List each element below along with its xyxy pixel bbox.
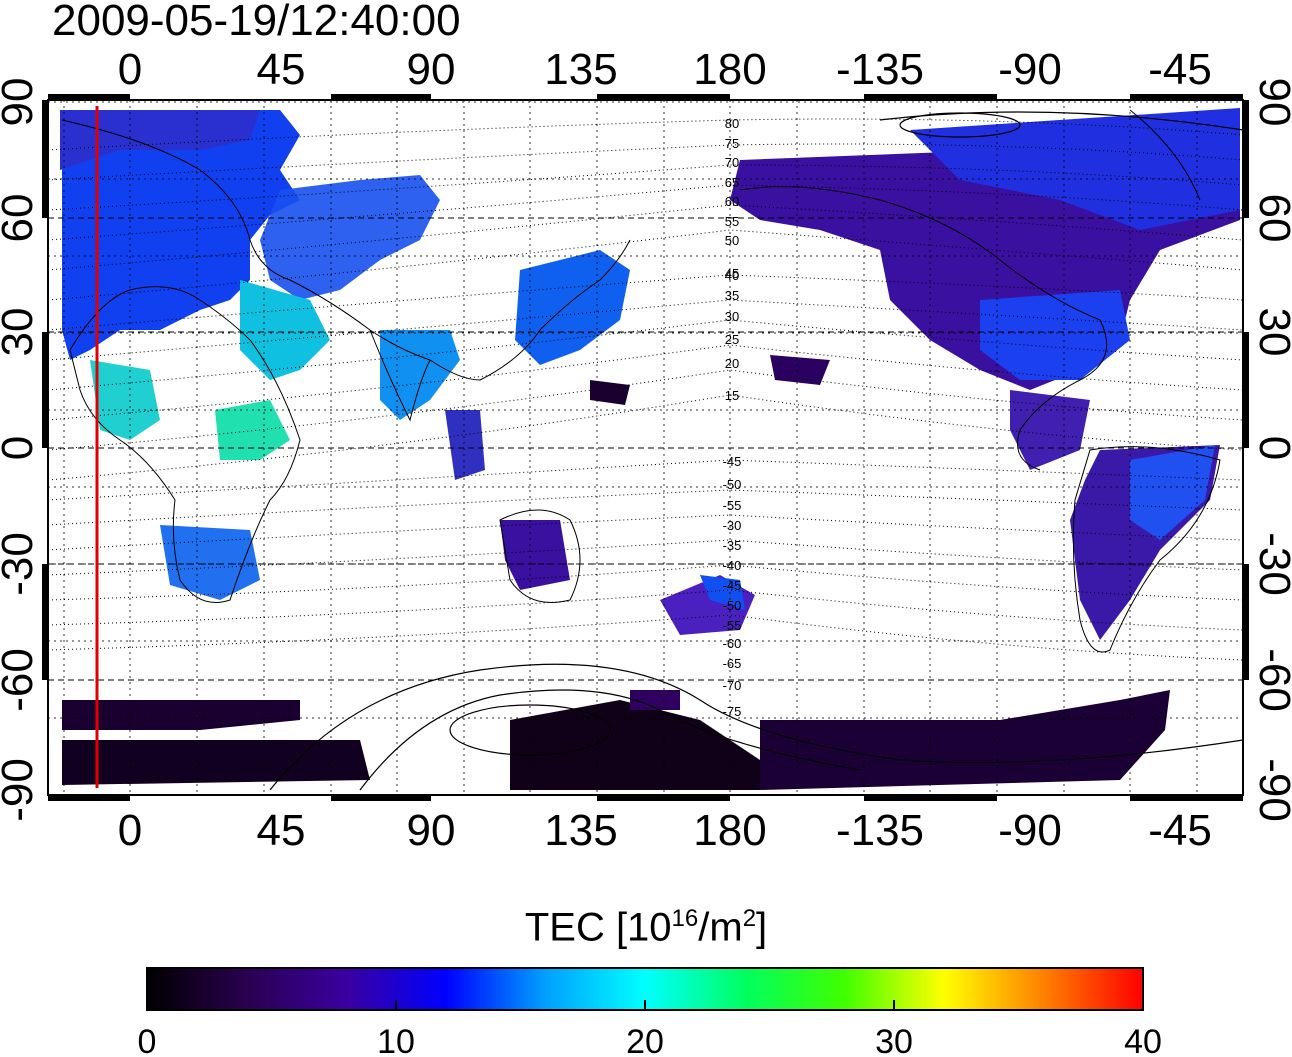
- contour-label: 25: [725, 332, 739, 347]
- lon-tick-bottom: -45: [1148, 806, 1212, 855]
- lat-tick-left: -90: [0, 758, 42, 822]
- colorbar-title: TEC [1016/m2]: [0, 905, 1292, 950]
- lon-tick-bottom: 45: [257, 806, 306, 855]
- lon-tick-bottom: -135: [836, 806, 924, 855]
- contour-label: 55: [725, 214, 739, 229]
- lat-tick-left: 0: [0, 436, 42, 460]
- latitude-ticks-left: 90 60 30 0 -30 -60 -90: [0, 78, 42, 822]
- contour-label: 65: [725, 175, 739, 190]
- colorbar-tick-label: 30: [875, 1023, 913, 1057]
- lon-tick-top: 135: [544, 45, 617, 94]
- contour-label: 75: [725, 136, 739, 151]
- colorbar-label-prefix: TEC [10: [524, 905, 672, 950]
- contour-label: -50: [723, 598, 742, 613]
- tec-colorbar: 0 10 20 30 40: [138, 967, 1162, 1057]
- lat-tick-left: 90: [0, 78, 42, 127]
- latitude-ticks-right: 90 60 30 0 -30 -60 -90: [1250, 78, 1292, 822]
- lon-tick-top: -135: [836, 45, 924, 94]
- polar-contours: [269, 111, 1243, 791]
- lon-tick-top: -90: [998, 45, 1062, 94]
- longitude-ticks-bottom: 0 45 90 135 180 -135 -90 -45: [118, 806, 1212, 855]
- colorbar-tick-label: 10: [377, 1023, 415, 1057]
- contour-label: 80: [725, 116, 739, 131]
- contour-label: 60: [725, 194, 739, 209]
- magnetic-contours: [48, 118, 1243, 661]
- lon-tick-top: 90: [407, 45, 456, 94]
- lat-tick-right: 30: [1250, 308, 1292, 357]
- contour-label: -45: [723, 578, 742, 593]
- contour-label: -35: [723, 538, 742, 553]
- lon-tick-top: 45: [257, 45, 306, 94]
- contour-label: 70: [725, 155, 739, 170]
- lat-tick-right: -30: [1250, 532, 1292, 596]
- lon-tick-bottom: -90: [998, 806, 1062, 855]
- colorbar-tick-label: 20: [626, 1023, 664, 1057]
- lat-tick-right: 90: [1250, 78, 1292, 127]
- colorbar-label-unit-exponent: 2: [742, 905, 757, 932]
- graticule: [48, 100, 1243, 795]
- tec-world-map: 8075706560555045403530252015-45-50-55-30…: [0, 45, 1292, 855]
- colorbar-label-unit: /m: [698, 905, 743, 950]
- lon-tick-bottom: 0: [118, 806, 142, 855]
- lon-tick-top: -45: [1148, 45, 1212, 94]
- colorbar-tick-label: 40: [1124, 1023, 1162, 1057]
- contour-label: 45: [725, 266, 739, 281]
- lat-tick-right: -60: [1250, 648, 1292, 712]
- contour-label: -55: [723, 498, 742, 513]
- contour-label: 40: [725, 268, 739, 283]
- contour-label: -65: [723, 656, 742, 671]
- lat-tick-left: -30: [0, 532, 42, 596]
- coastlines: [61, 109, 1221, 653]
- lat-tick-left: 60: [0, 194, 42, 243]
- contour-label: -50: [723, 477, 742, 492]
- tec-data-layer: [60, 108, 1240, 790]
- colorbar-ticks: 0 10 20 30 40: [138, 1000, 1162, 1057]
- axis-tick-bars: [42, 94, 1249, 801]
- contour-label: -70: [723, 678, 742, 693]
- contour-label: -40: [723, 558, 742, 573]
- colorbar-label-exponent: 16: [671, 905, 699, 932]
- contour-label: 30: [725, 309, 739, 324]
- contour-label: -30: [723, 518, 742, 533]
- lon-tick-top: 180: [693, 45, 766, 94]
- contour-label: 35: [725, 288, 739, 303]
- contour-label: -60: [723, 636, 742, 651]
- lat-tick-left: -60: [0, 648, 42, 712]
- colorbar-label-suffix: ]: [756, 905, 768, 950]
- contour-label: 20: [725, 356, 739, 371]
- lon-tick-bottom: 135: [544, 806, 617, 855]
- lat-tick-right: 60: [1250, 194, 1292, 243]
- lon-tick-top: 0: [118, 45, 142, 94]
- contour-label: -55: [723, 618, 742, 633]
- lat-tick-left: 30: [0, 308, 42, 357]
- lon-tick-bottom: 180: [693, 806, 766, 855]
- contour-label: 50: [725, 233, 739, 248]
- contour-label: 15: [725, 388, 739, 403]
- lon-tick-bottom: 90: [407, 806, 456, 855]
- lat-tick-right: -90: [1250, 758, 1292, 822]
- colorbar-tick-label: 0: [138, 1023, 157, 1057]
- contour-label: -45: [723, 454, 742, 469]
- longitude-ticks-top: 0 45 90 135 180 -135 -90 -45: [118, 45, 1212, 94]
- contour-label: -75: [723, 704, 742, 719]
- lat-tick-right: 0: [1250, 436, 1292, 460]
- timestamp-title: 2009-05-19/12:40:00: [52, 0, 461, 45]
